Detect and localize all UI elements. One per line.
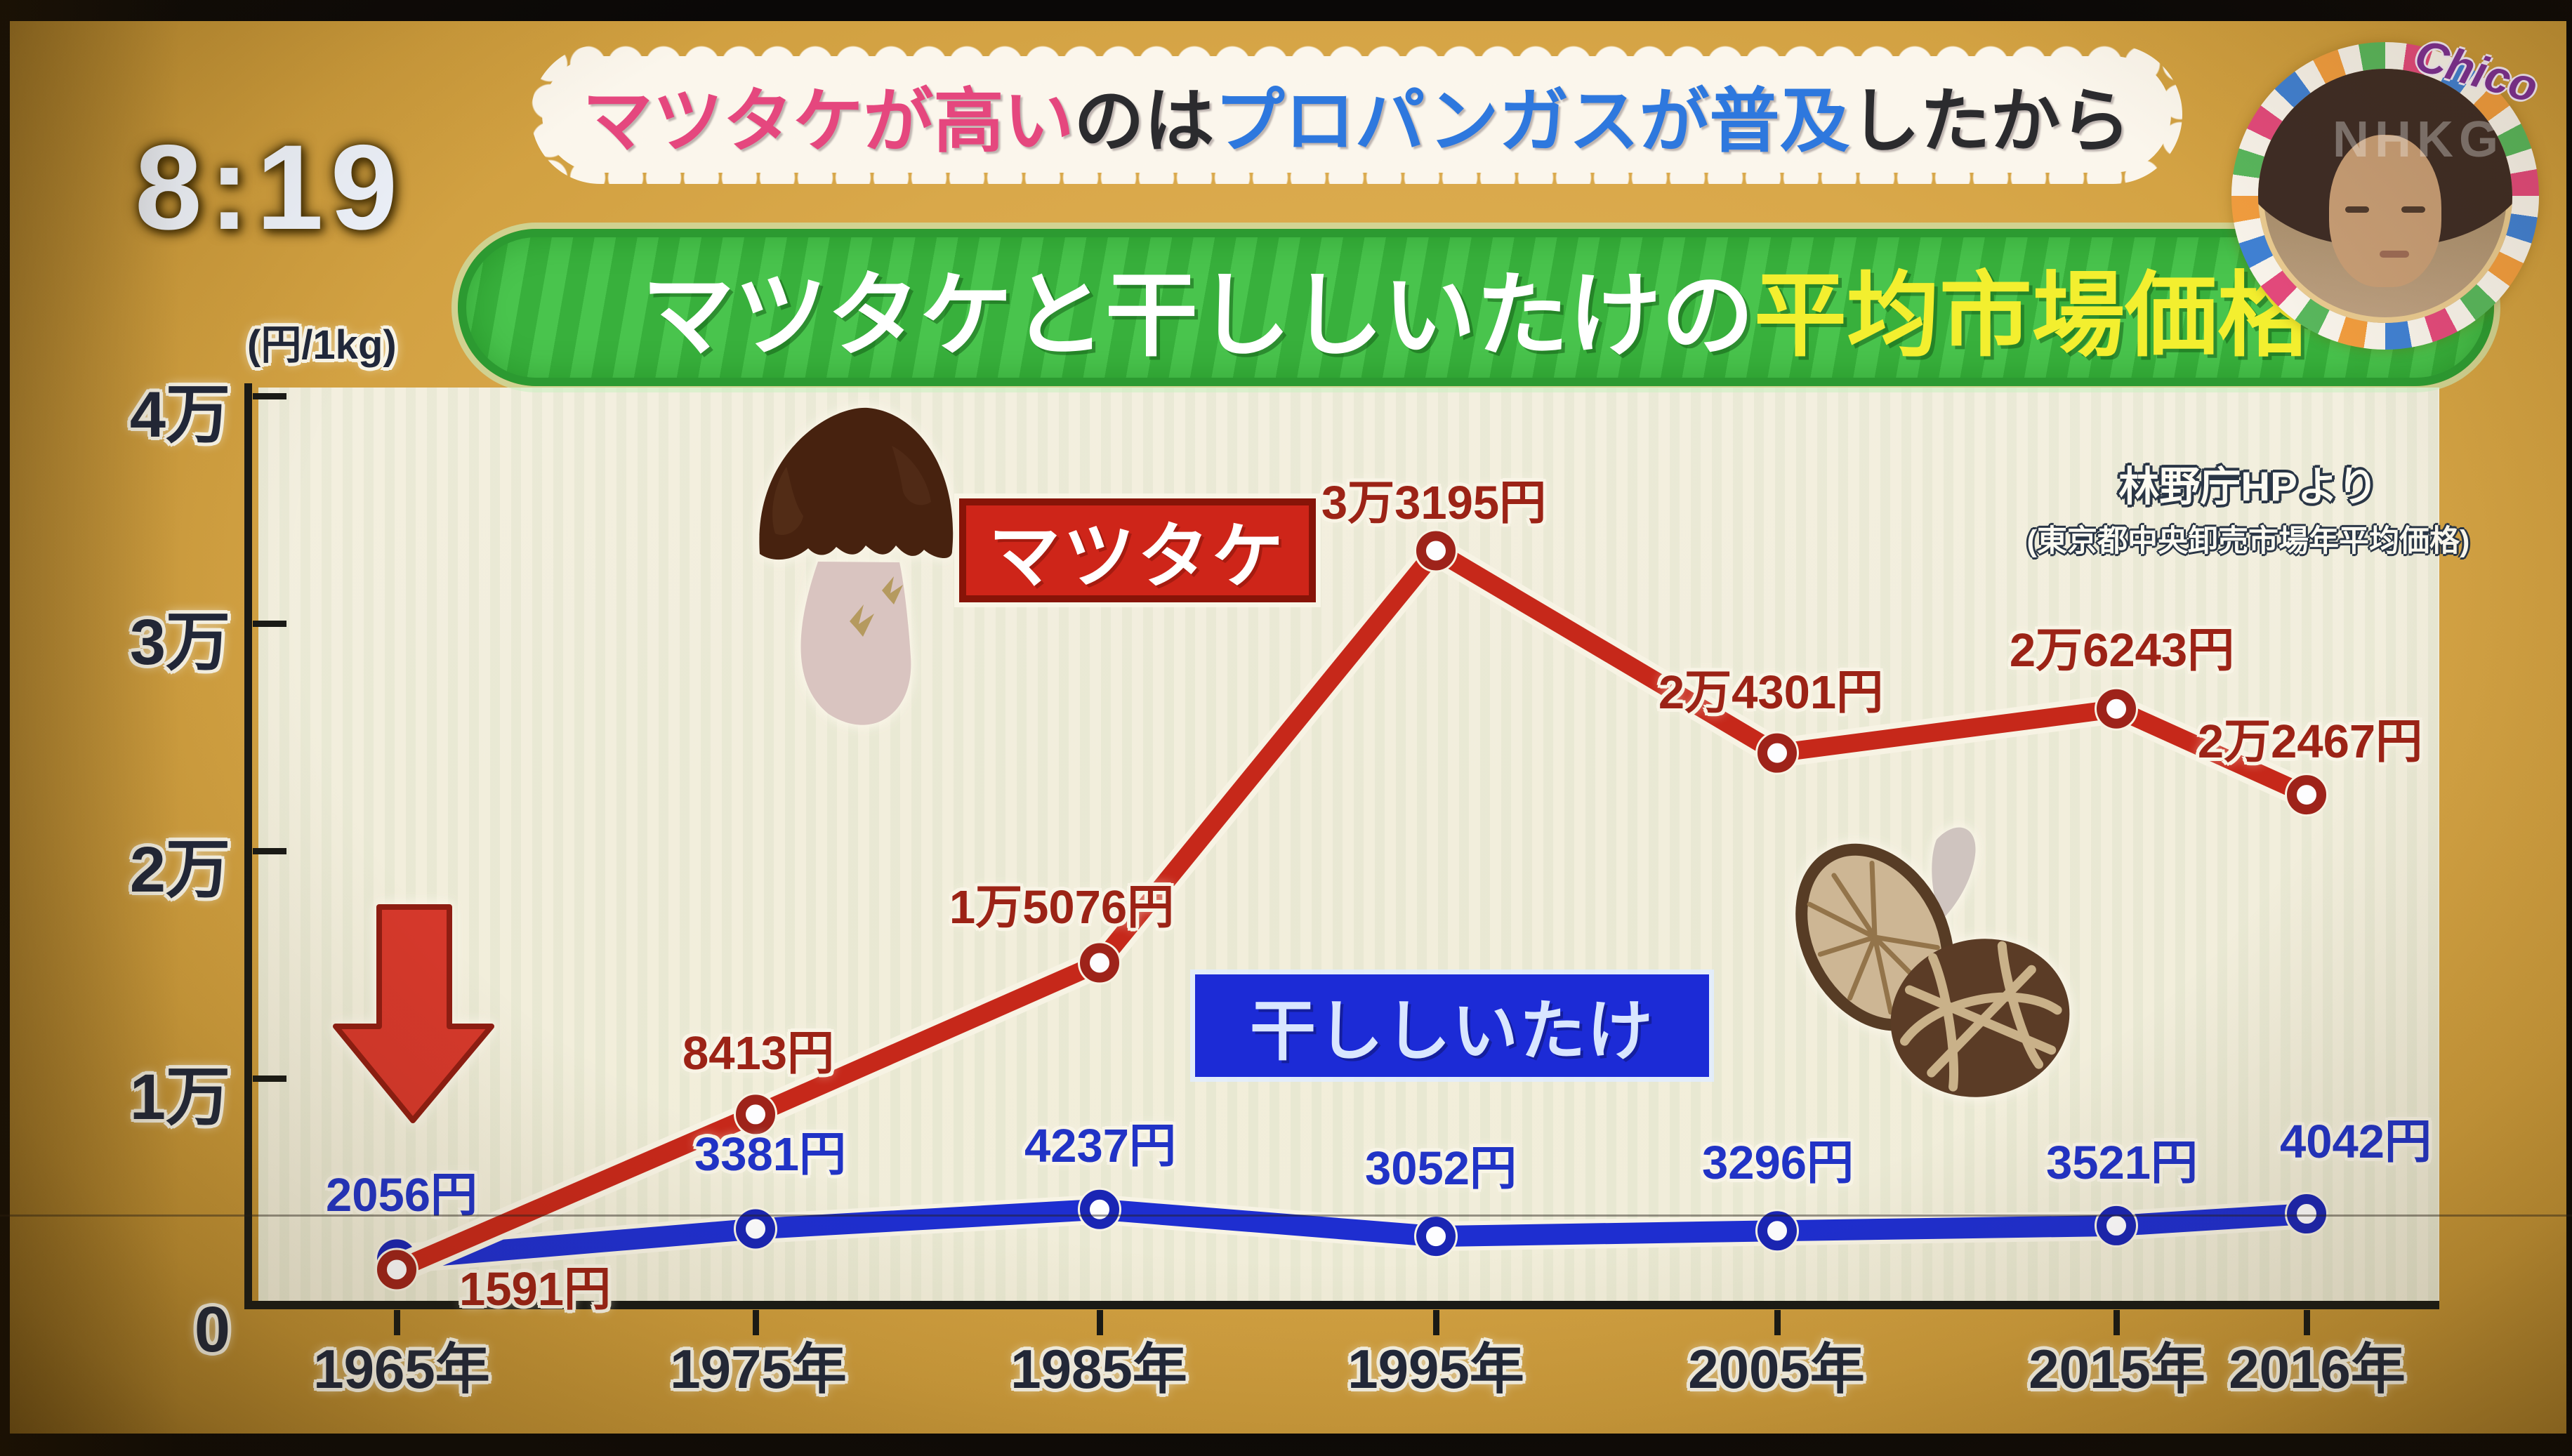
matsutake-value-2005: 2万4301円 [1658, 666, 1884, 719]
chico-badge-photo [2258, 69, 2512, 323]
chart-title-part1: マツタケと干ししいたけの [642, 263, 1754, 367]
y-tick-20000 [253, 848, 286, 854]
nhk-watermark: NHKG [2333, 112, 2504, 168]
x-axis-label-2016: 2016年 [2229, 1338, 2406, 1400]
matsutake-mushroom-icon [759, 407, 954, 725]
data-source-credit: 林野庁HPより (東京都中央卸売市場年平均価格) [1974, 454, 2522, 560]
y-tick-10000 [253, 1076, 286, 1082]
chart-title-banner: マツタケと干ししいたけの 平均市場価格 [458, 229, 2494, 386]
legend-tag-shiitake-label: 干ししいたけ [1249, 994, 1654, 1068]
matsutake-value-1975: 8413円 [682, 1027, 835, 1080]
headline-segment-3: プロパンガスが普及 [1214, 81, 1850, 161]
source-line-2: (東京都中央卸売市場年平均価格) [2026, 524, 2470, 558]
x-tick-2016 [2304, 1310, 2310, 1335]
x-tick-1995 [1433, 1310, 1439, 1335]
headline-segment-1: マツタケが高い [582, 81, 1074, 161]
headline-segment-2: のは [1074, 81, 1215, 161]
chart-title-part2: 平均市場価格 [1754, 263, 2310, 367]
matsutake-value-1965: 1591円 [459, 1263, 612, 1316]
y-axis-label-1man: 1万 [129, 1061, 230, 1133]
x-axis-label-1975: 1975年 [670, 1338, 847, 1400]
shiitake-value-1975: 3381円 [694, 1128, 847, 1181]
y-axis-label-3man: 3万 [129, 607, 230, 678]
avatar-eye-left [2345, 206, 2369, 213]
legend-tag-matsutake: マツタケ [959, 498, 1316, 602]
avatar-face [2329, 135, 2441, 288]
matsutake-value-2015: 2万6243円 [2009, 624, 2235, 677]
legend-tag-shiitake: 干ししいたけ [1195, 974, 1709, 1077]
dried-shiitake-icon [1795, 827, 2070, 1097]
scanline-artifact [0, 1215, 2572, 1217]
x-axis-label-1995: 1995年 [1347, 1338, 1524, 1400]
x-tick-2015 [2113, 1310, 2120, 1335]
headline-segment-4: したから [1849, 81, 2131, 161]
shiitake-value-1985: 4237円 [1024, 1120, 1177, 1172]
x-tick-2005 [1774, 1310, 1781, 1335]
y-axis-label-2man: 2万 [129, 834, 230, 906]
shiitake-value-1995: 3052円 [1364, 1142, 1517, 1195]
x-axis-label-1965: 1965年 [313, 1338, 490, 1400]
matsutake-value-1985: 1万5076円 [949, 881, 1175, 934]
chico-badge [2231, 42, 2539, 350]
y-axis-unit-label: (円/1kg) [247, 322, 397, 368]
shiitake-value-2015: 3521円 [2045, 1137, 2198, 1189]
x-tick-1965 [394, 1310, 400, 1335]
broadcast-clock: 8:19 [135, 120, 405, 255]
y-tick-40000 [253, 393, 286, 399]
matsutake-value-2016: 2万2467円 [2197, 715, 2423, 768]
x-axis-label-2005: 2005年 [1688, 1338, 1865, 1400]
x-axis-line [244, 1301, 2439, 1309]
headline-banner: マツタケが高い のは プロパンガスが普及 したから [531, 45, 2182, 184]
matsutake-value-1995: 3万3195円 [1321, 477, 1547, 529]
x-tick-1975 [753, 1310, 759, 1335]
source-line-1: 林野庁HPより [2118, 464, 2378, 510]
y-axis-label-4man: 4万 [129, 379, 230, 451]
legend-tag-matsutake-label: マツタケ [989, 516, 1286, 597]
x-tick-1985 [1097, 1310, 1103, 1335]
shiitake-value-2016: 4042円 [2279, 1116, 2432, 1168]
y-tick-30000 [253, 621, 286, 627]
avatar-mouth [2380, 251, 2410, 258]
shiitake-value-2005: 3296円 [1701, 1137, 1854, 1189]
avatar-eye-right [2401, 206, 2426, 213]
y-axis-label-zero: 0 [194, 1294, 230, 1365]
x-axis-label-1985: 1985年 [1010, 1338, 1187, 1400]
y-axis-line [244, 383, 252, 1309]
x-axis-label-2015: 2015年 [2029, 1338, 2205, 1400]
